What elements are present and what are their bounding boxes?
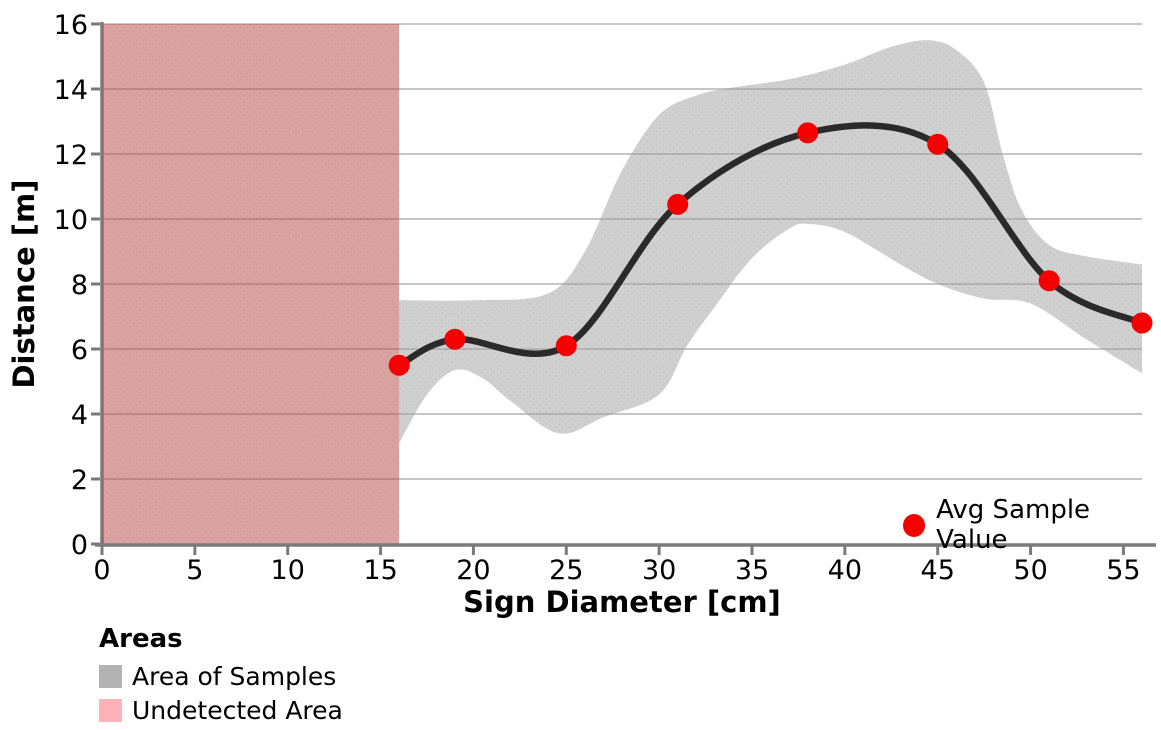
areas-legend-title: Areas	[99, 624, 183, 654]
legend-item-area-of-samples: Area of Samples	[99, 662, 343, 691]
data-point	[555, 335, 577, 357]
y-tick-label: 16	[54, 10, 88, 41]
series-legend: Avg Sample Value	[903, 495, 1161, 555]
data-point	[927, 133, 949, 155]
avg-sample-marker-icon	[903, 513, 926, 537]
y-axis-label: Distance [m]	[7, 179, 41, 389]
y-tick-label: 10	[54, 205, 88, 236]
data-point	[797, 122, 819, 144]
y-tick-label: 0	[71, 530, 88, 561]
x-tick-label: 55	[1106, 555, 1140, 586]
y-tick-label: 8	[71, 270, 88, 301]
data-point	[388, 354, 410, 376]
data-point	[444, 328, 466, 350]
samples-swatch-icon	[99, 665, 122, 688]
avg-line	[395, 122, 1146, 369]
x-tick-label: 5	[186, 555, 203, 586]
data-point	[1038, 270, 1060, 292]
data-point	[1131, 312, 1153, 334]
data-point	[667, 193, 689, 215]
x-tick-label: 10	[271, 555, 305, 586]
y-tick-label: 6	[71, 335, 88, 366]
x-tick-label: 40	[828, 555, 862, 586]
x-tick-label: 0	[93, 555, 110, 586]
undetected-swatch-icon	[99, 699, 122, 722]
x-tick-label: 30	[642, 555, 676, 586]
legend-item-label: Undetected Area	[132, 696, 343, 725]
x-tick-label: 50	[1013, 555, 1047, 586]
x-tick-label: 15	[363, 555, 397, 586]
y-tick-label: 12	[54, 140, 88, 171]
legend-item-undetected-area: Undetected Area	[99, 696, 343, 725]
y-tick-label: 4	[71, 400, 88, 431]
x-axis-label: Sign Diameter [cm]	[463, 585, 781, 619]
legend-item-label: Area of Samples	[132, 662, 337, 691]
y-tick-label: 14	[54, 75, 88, 106]
x-tick-label: 35	[735, 555, 769, 586]
series-legend-label: Avg Sample Value	[936, 495, 1091, 555]
y-tick-label: 2	[71, 465, 88, 496]
x-tick-label: 25	[549, 555, 583, 586]
x-tick-label: 45	[921, 555, 955, 586]
areas-legend: Areas Area of Samples Undetected Area	[99, 624, 343, 725]
x-tick-label: 20	[456, 555, 490, 586]
